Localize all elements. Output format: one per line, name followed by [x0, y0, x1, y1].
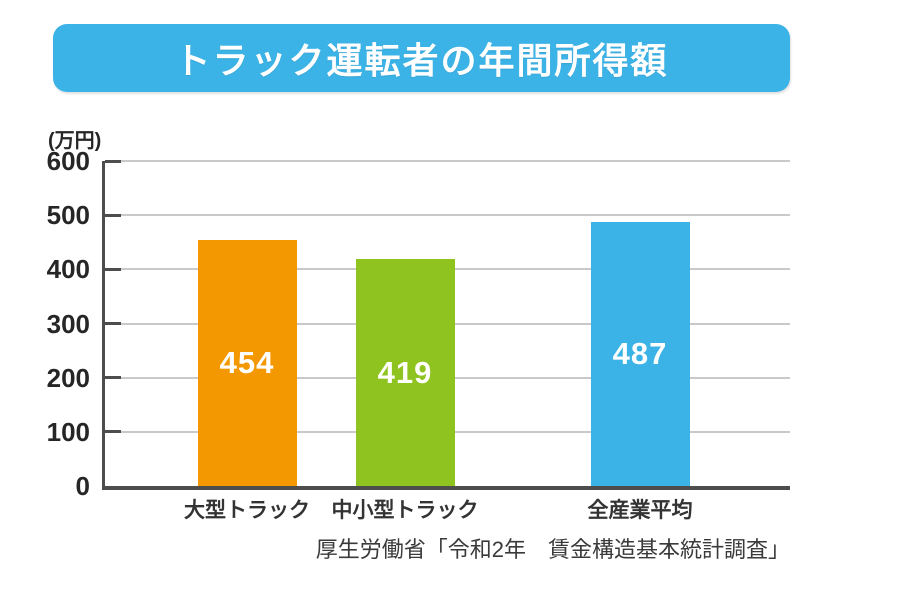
gridline-600 [105, 160, 790, 162]
y-axis-label-200: 200 [46, 362, 90, 393]
chart-title: トラック運転者の年間所得額 [174, 40, 669, 81]
y-tick-200 [105, 376, 121, 380]
y-tick-100 [105, 430, 121, 434]
y-axis-label-100: 100 [46, 416, 90, 447]
y-tick-400 [105, 267, 121, 271]
x-axis-label-大型トラック: 大型トラック [184, 499, 310, 522]
x-axis-label-全産業平均: 全産業平均 [587, 499, 693, 522]
bar-value-label: 454 [219, 345, 275, 381]
y-axis-label-600: 600 [46, 146, 90, 176]
y-axis-unit-label: (万円) [48, 130, 102, 152]
y-tick-600 [105, 159, 121, 163]
bar-value-label: 487 [612, 336, 668, 372]
x-axis-label-中小型トラック: 中小型トラック [331, 499, 479, 522]
bar-全産業平均: 487 [590, 222, 690, 486]
bar-中小型トラック: 419 [355, 259, 455, 486]
title-banner: トラック運転者の年間所得額 [53, 24, 790, 92]
y-axis-label-300: 300 [46, 308, 90, 339]
source-note: 厚生労働省「令和2年 賃金構造基本統計調査」 [315, 537, 790, 562]
y-axis-line [102, 161, 105, 486]
x-axis-line [102, 486, 790, 490]
y-axis-label-400: 400 [46, 254, 90, 285]
bar-value-label: 419 [377, 354, 433, 390]
y-axis-label-500: 500 [46, 200, 90, 231]
plot-area: 0 100 200 300 400 500 600 454 大型トラック 419 中小型トラック 48… [47, 146, 790, 522]
bar-大型トラック: 454 [197, 240, 297, 486]
gridline-500 [105, 214, 790, 217]
y-axis-label-0: 0 [75, 471, 90, 501]
y-tick-300 [105, 322, 121, 325]
y-tick-500 [105, 213, 121, 217]
